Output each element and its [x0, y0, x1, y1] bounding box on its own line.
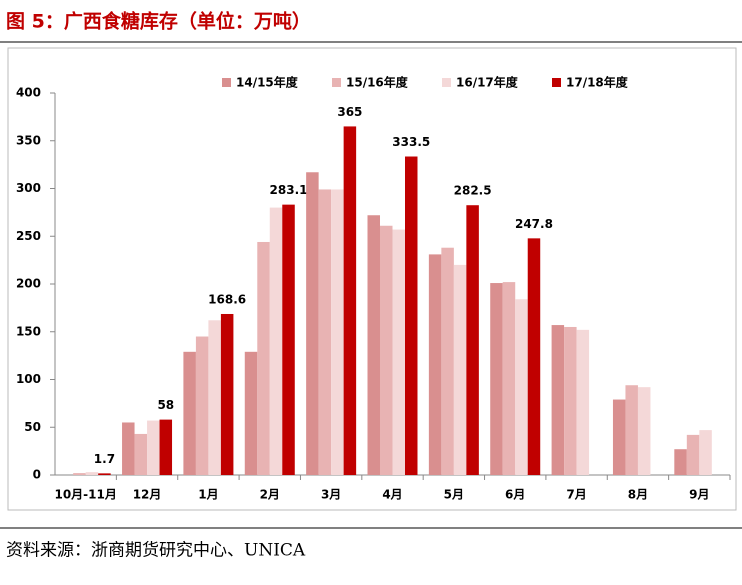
legend-swatch: [332, 78, 341, 87]
bar: [405, 156, 418, 475]
bar: [195, 336, 209, 475]
x-tick-label: 7月: [566, 488, 586, 502]
x-tick-label: 1月: [198, 488, 218, 502]
bar: [625, 385, 638, 475]
bar: [134, 433, 148, 475]
y-tick-label: 400: [16, 86, 41, 100]
x-tick-label: 10月-11月: [54, 488, 116, 502]
bar: [392, 229, 405, 475]
bar: [674, 449, 687, 475]
x-tick-label: 8月: [628, 488, 648, 502]
x-tick-label: 12月: [133, 488, 162, 502]
bar: [367, 215, 380, 476]
x-tick-label: 2月: [260, 488, 280, 502]
y-tick-label: 150: [16, 324, 41, 338]
y-tick-label: 200: [16, 277, 41, 291]
x-tick-label: 5月: [444, 488, 464, 502]
y-tick-label: 100: [16, 372, 41, 386]
bar: [564, 326, 577, 475]
bar: [686, 434, 700, 475]
bar: [306, 172, 319, 475]
legend-label: 15/16年度: [346, 75, 409, 90]
bar: [159, 419, 173, 475]
data-label: 282.5: [454, 184, 492, 198]
bar: [612, 399, 626, 475]
data-label: 1.7: [94, 452, 115, 466]
source-note: 资料来源：浙商期货研究中心、UNICA: [6, 541, 306, 561]
x-tick-label: 9月: [689, 488, 709, 502]
legend-swatch: [442, 78, 451, 87]
bar: [576, 329, 590, 475]
data-label: 58: [157, 398, 174, 412]
legend-label: 14/15年度: [236, 75, 299, 90]
chart-title: 图 5：广西食糖库存（单位：万吨）: [6, 10, 311, 33]
bar: [244, 351, 258, 475]
bar: [269, 207, 283, 475]
bar: [380, 225, 393, 475]
data-label: 365: [337, 105, 362, 119]
y-tick-label: 350: [16, 133, 41, 147]
legend-label: 16/17年度: [456, 75, 519, 90]
bar: [257, 241, 270, 475]
y-tick-label: 250: [16, 229, 41, 243]
legend-swatch: [222, 78, 231, 87]
bar: [453, 264, 467, 475]
bar: [466, 205, 479, 475]
data-label: 333.5: [392, 135, 430, 149]
bar: [343, 126, 357, 476]
y-tick-label: 300: [16, 181, 41, 195]
bar: [441, 247, 454, 475]
x-tick-label: 4月: [382, 488, 402, 502]
bar: [331, 189, 344, 475]
bar: [73, 473, 86, 475]
x-tick-label: 3月: [321, 488, 341, 502]
bar: [515, 299, 528, 475]
bar: [527, 238, 541, 475]
data-label: 168.6: [208, 292, 246, 306]
data-label: 247.8: [515, 217, 553, 231]
legend-label: 17/18年度: [566, 75, 629, 90]
bar: [208, 320, 221, 475]
bar: [637, 387, 651, 475]
chart-frame: [7, 47, 737, 511]
bar: [85, 472, 99, 475]
bar: [122, 422, 135, 475]
bar: [147, 420, 160, 475]
data-label: 283.1: [270, 183, 308, 197]
bar: [699, 430, 712, 475]
bar: [551, 325, 565, 475]
bar: [318, 189, 332, 475]
x-tick-label: 6月: [505, 488, 525, 502]
y-tick-label: 0: [33, 468, 41, 482]
bar: [282, 204, 295, 475]
bar: [183, 351, 196, 475]
bar: [220, 313, 234, 475]
legend-swatch: [552, 78, 561, 87]
y-tick-label: 50: [24, 420, 41, 434]
bar: [490, 283, 503, 475]
bar: [502, 282, 516, 475]
bar: [98, 473, 111, 475]
bar: [428, 254, 442, 475]
